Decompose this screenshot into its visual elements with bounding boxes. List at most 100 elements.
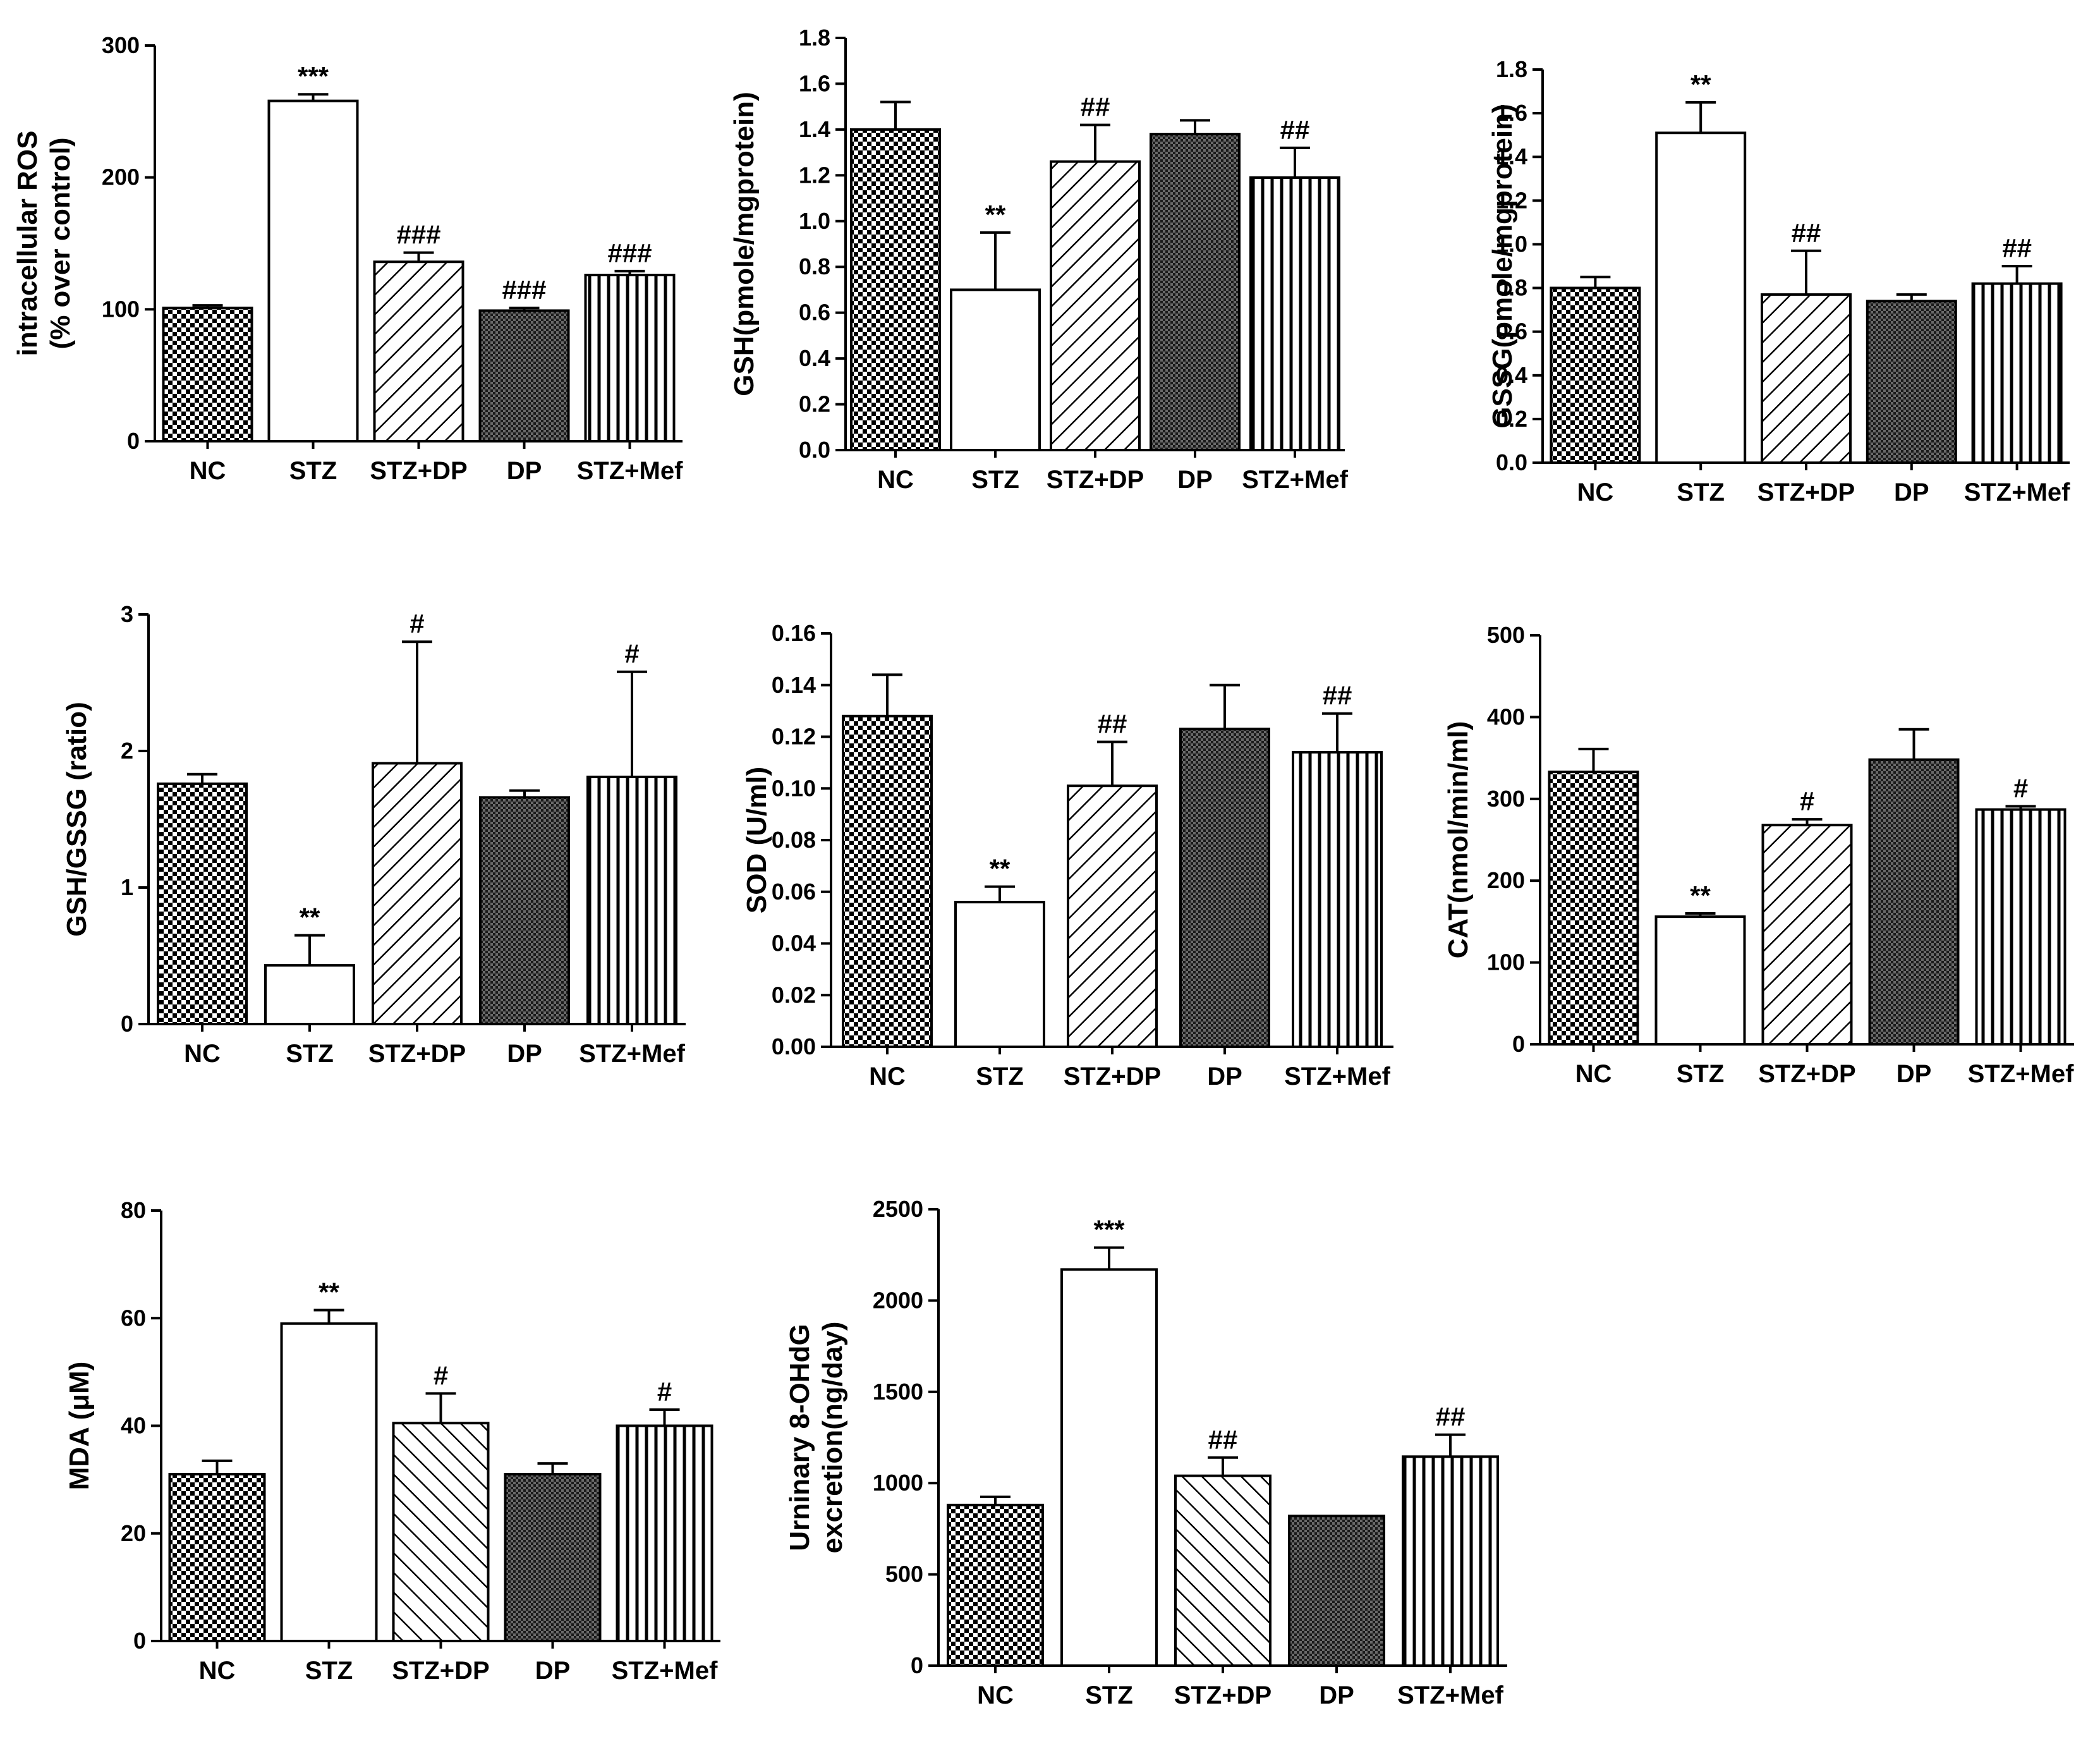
- bar-nc: [947, 1503, 1044, 1667]
- x-tick-label: STZ: [289, 457, 337, 485]
- bar-stz: [1060, 1268, 1158, 1667]
- y-axis-label: SOD (U/ml): [741, 767, 772, 913]
- bar-stz: [1655, 131, 1747, 464]
- y-tick-label: 0.8: [1496, 275, 1527, 301]
- significance-label: #: [434, 1360, 448, 1390]
- y-tick-label: 1.8: [799, 25, 830, 51]
- bar-stz-dp: [1067, 784, 1158, 1048]
- x-tick-label: DP: [1894, 479, 1929, 506]
- significance-label: **: [300, 903, 320, 932]
- y-tick-label: 0.04: [772, 931, 816, 956]
- significance-label: #: [2013, 773, 2028, 803]
- x-tick-label: STZ: [1085, 1681, 1133, 1709]
- x-tick-label: STZ+DP: [1174, 1681, 1272, 1709]
- x-tick-label: STZ: [305, 1657, 353, 1685]
- y-axis-label: intracellular ROS: [12, 130, 43, 356]
- bar-dp: [504, 1473, 602, 1643]
- chart-panel-8: NC *** STZ ## STZ+DP DP ## STZ+Mef 0 500 1000 1500 2…: [784, 1196, 1507, 1709]
- bar-stz-mef: [1971, 282, 2063, 464]
- bar-nc: [157, 782, 248, 1025]
- x-tick-label: STZ: [1677, 1060, 1725, 1088]
- y-tick-label: 1000: [873, 1470, 923, 1496]
- significance-label: #: [657, 1377, 672, 1406]
- y-tick-label: 0: [121, 1011, 133, 1037]
- x-tick-label: DP: [1207, 1063, 1242, 1090]
- y-tick-label: 0.0: [1496, 449, 1527, 475]
- y-tick-label: 0: [133, 1628, 146, 1654]
- x-tick-label: NC: [1575, 1060, 1612, 1088]
- bar-stz-mef: [586, 776, 677, 1026]
- x-tick-label: STZ+Mef: [612, 1657, 718, 1685]
- significance-label: #: [624, 639, 639, 669]
- x-tick-label: STZ+Mef: [579, 1040, 685, 1068]
- bar-nc: [1550, 286, 1641, 464]
- y-tick-label: 0.4: [799, 345, 830, 371]
- y-axis-label: GSH/GSSG (ratio): [61, 702, 92, 937]
- x-tick-label: STZ: [976, 1063, 1024, 1090]
- x-tick-label: NC: [977, 1681, 1014, 1709]
- significance-label: **: [985, 200, 1006, 229]
- y-tick-label: 0: [1512, 1031, 1525, 1057]
- y-tick-label: 1.4: [1496, 143, 1527, 169]
- significance-label: ***: [298, 61, 329, 91]
- significance-label: ##: [1208, 1425, 1238, 1455]
- x-tick-label: NC: [869, 1063, 906, 1090]
- x-tick-label: STZ: [286, 1040, 334, 1068]
- x-tick-label: STZ+DP: [1047, 466, 1144, 494]
- significance-label: #: [410, 609, 424, 638]
- y-tick-label: 0.02: [772, 982, 816, 1008]
- significance-label: ##: [2002, 233, 2032, 263]
- bar-dp: [1179, 728, 1270, 1049]
- chart-panel-6: NC ** STZ # STZ+DP DP # STZ+Mef 0 100 200 300 400 500…: [1443, 622, 2074, 1088]
- bar-stz: [950, 288, 1041, 452]
- x-tick-label: DP: [1897, 1060, 1932, 1088]
- significance-label: **: [1690, 70, 1711, 99]
- significance-label: **: [990, 854, 1011, 884]
- y-tick-label: 0.2: [1496, 406, 1527, 432]
- bar-stz-mef: [1249, 176, 1340, 451]
- significance-label: ###: [396, 220, 440, 250]
- y-tick-label: 200: [1487, 867, 1525, 893]
- significance-label: ##: [1081, 92, 1110, 122]
- y-tick-label: 0.8: [799, 253, 830, 279]
- y-axis-label: excretion(ng/day): [817, 1322, 848, 1554]
- x-tick-label: NC: [184, 1040, 221, 1068]
- y-axis-label: Urninary 8-OHdG: [784, 1324, 815, 1551]
- bar-stz-mef: [616, 1424, 713, 1642]
- y-tick-label: 400: [1487, 704, 1525, 729]
- bar-nc: [162, 307, 253, 442]
- x-tick-label: DP: [507, 1040, 542, 1068]
- y-tick-label: 1.4: [799, 116, 830, 142]
- bar-stz-dp: [372, 762, 463, 1025]
- significance-label: ##: [1280, 115, 1310, 145]
- bar-stz-dp: [1761, 293, 1852, 464]
- bar-stz: [267, 99, 359, 442]
- y-tick-label: 0.4: [1496, 362, 1527, 388]
- chart-panel-3: NC ** STZ ## STZ+DP DP ## STZ+Mef 0.0 0.2 0.4 0.6 0.…: [1487, 56, 2070, 506]
- y-tick-label: 0.2: [799, 391, 830, 417]
- x-tick-label: DP: [535, 1657, 571, 1685]
- x-tick-label: DP: [1177, 466, 1213, 494]
- significance-label: **: [1690, 881, 1711, 910]
- y-tick-label: 0.10: [772, 775, 816, 801]
- bar-stz: [954, 901, 1045, 1048]
- y-tick-label: 100: [1487, 949, 1525, 975]
- bar-stz-dp: [373, 260, 464, 442]
- bar-stz: [264, 964, 355, 1025]
- x-tick-label: DP: [1319, 1681, 1354, 1709]
- x-tick-label: STZ+DP: [1758, 1060, 1855, 1088]
- y-tick-label: 20: [121, 1520, 146, 1546]
- x-tick-label: STZ+Mef: [1397, 1681, 1503, 1709]
- y-tick-label: 0.12: [772, 724, 816, 750]
- significance-label: ##: [1323, 681, 1352, 711]
- bar-stz: [1654, 915, 1746, 1046]
- y-tick-label: 40: [121, 1413, 146, 1439]
- bar-dp: [1288, 1515, 1385, 1668]
- x-tick-label: STZ+Mef: [1968, 1060, 2074, 1088]
- bar-nc: [168, 1473, 266, 1643]
- x-tick-label: STZ+DP: [1064, 1063, 1161, 1090]
- chart-panel-2: NC ** STZ ## STZ+DP DP ## STZ+Mef 0.0 0.2 0.4 0.6 0.…: [729, 25, 1349, 494]
- y-tick-label: 2500: [873, 1196, 923, 1222]
- y-tick-label: 0.14: [772, 672, 816, 698]
- bar-stz-mef: [1975, 808, 2067, 1046]
